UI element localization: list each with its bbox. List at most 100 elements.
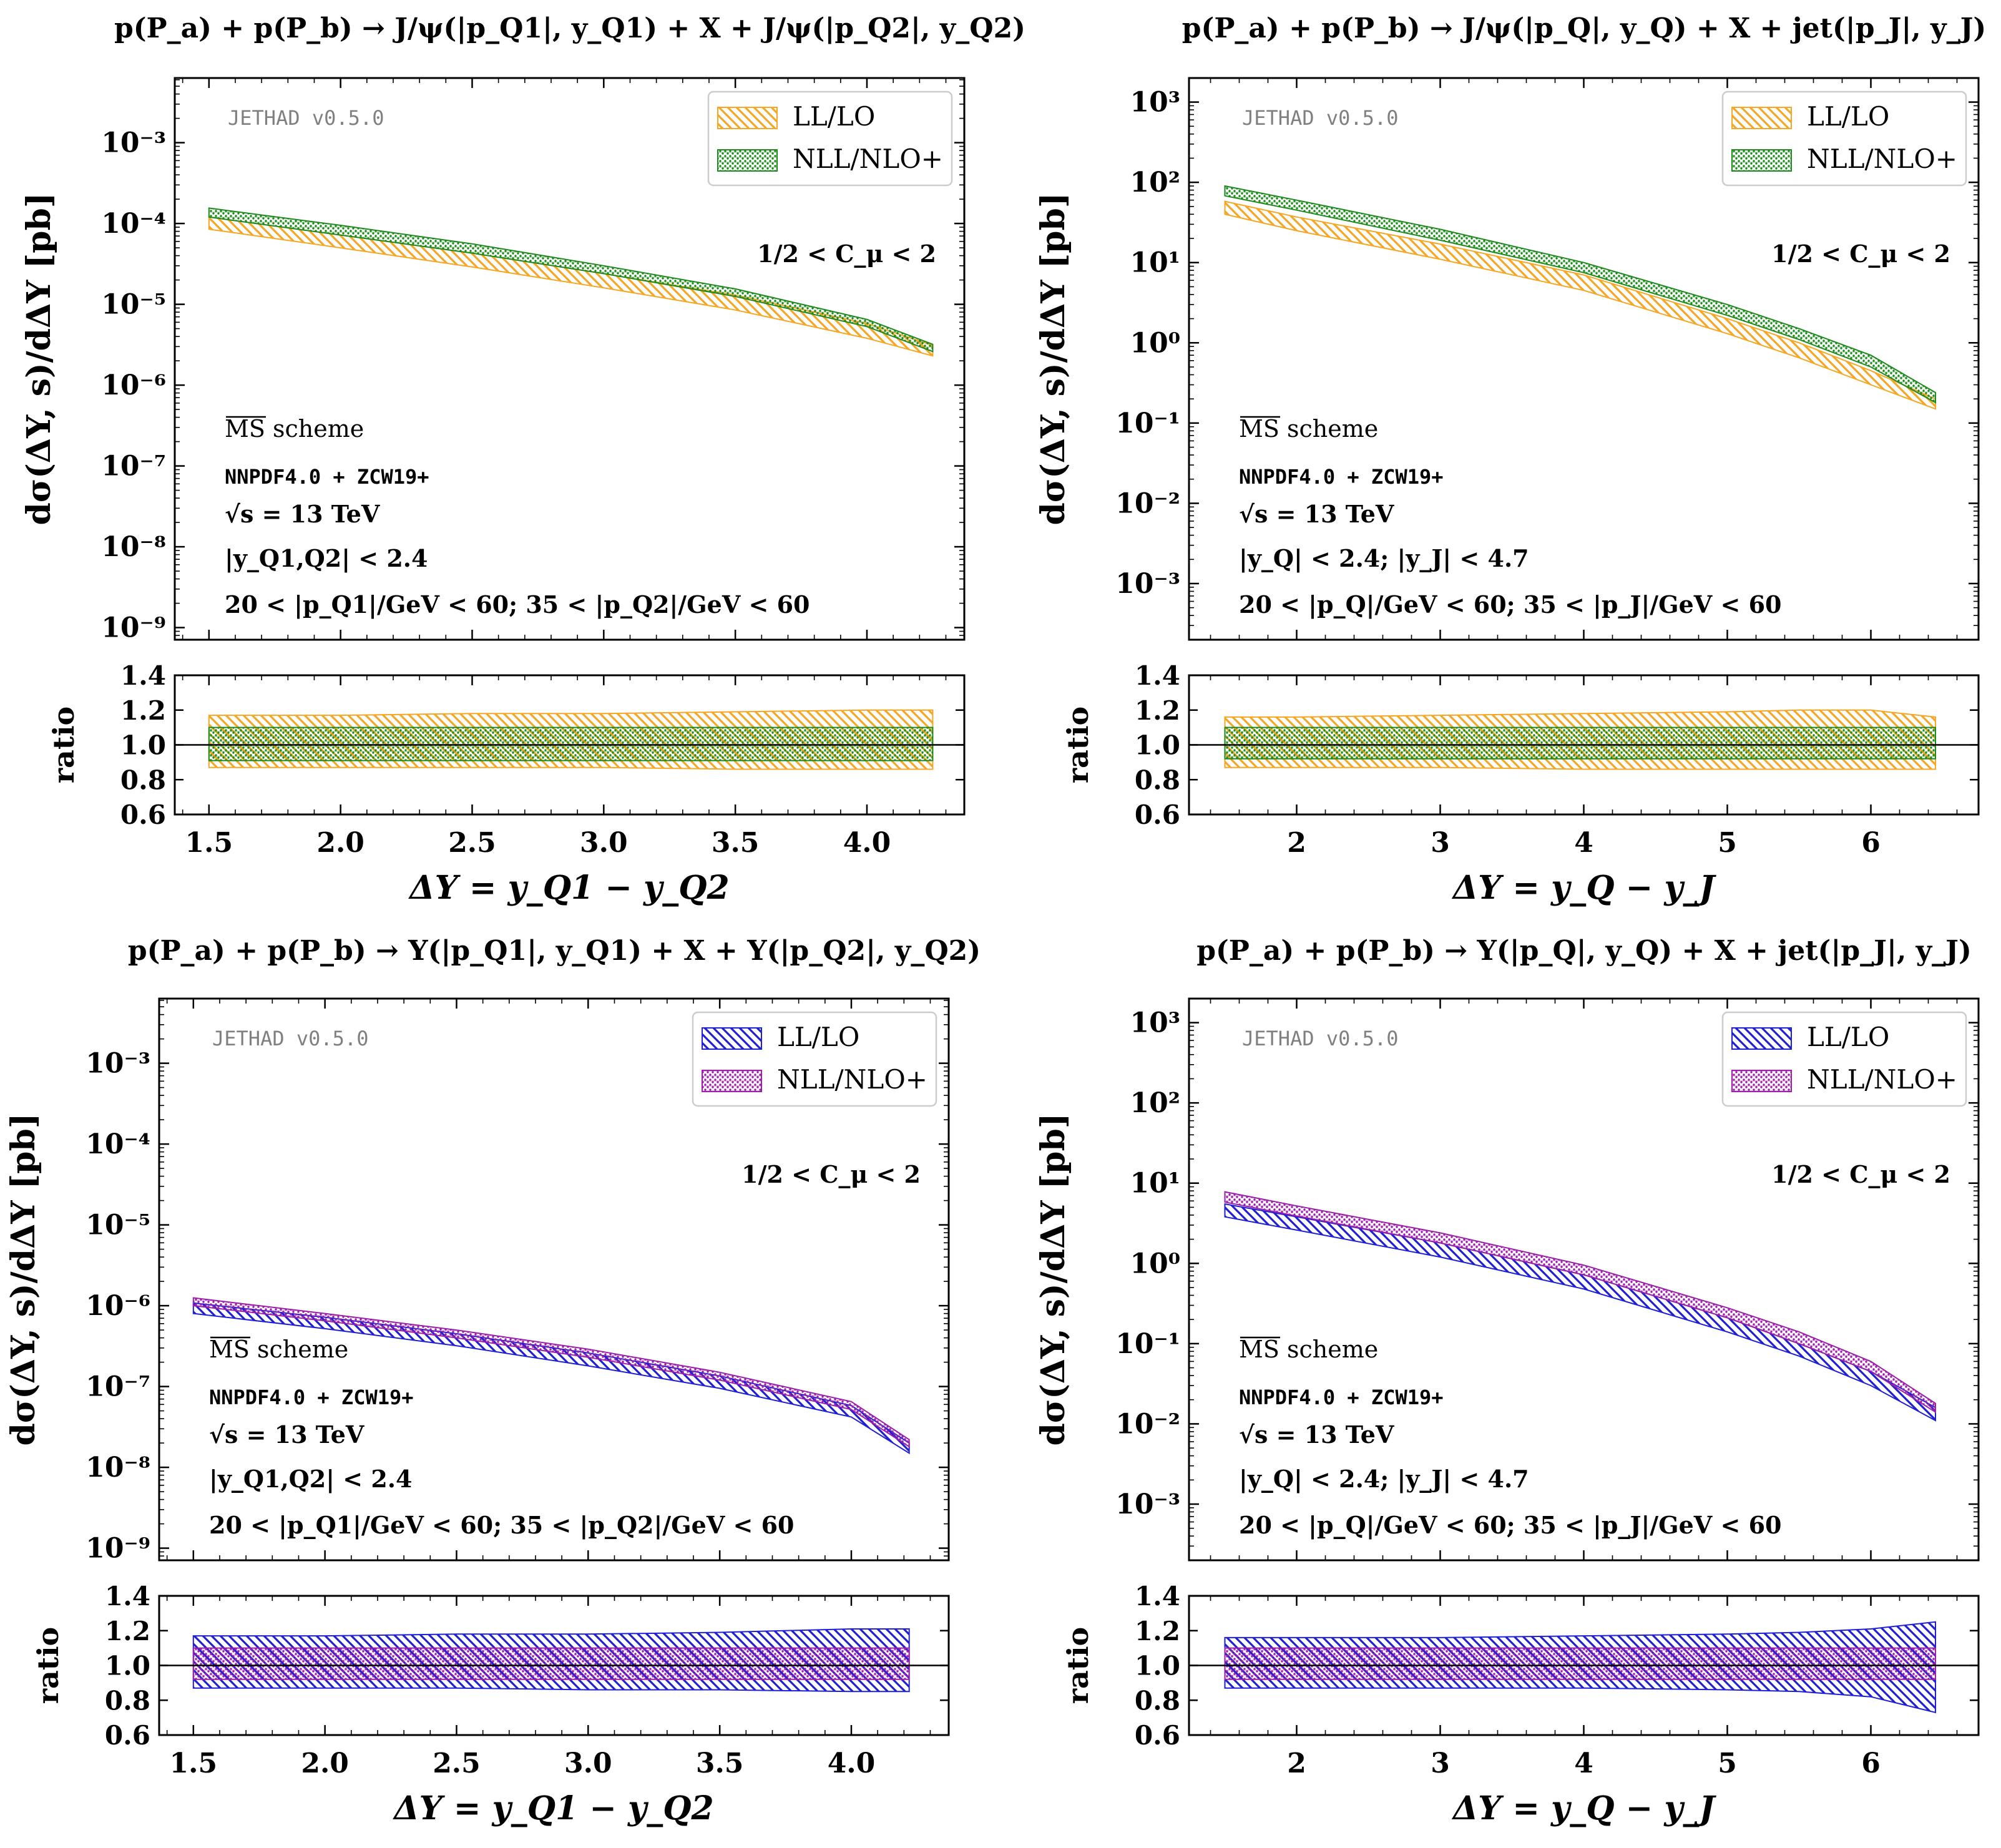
- y-tick-label: 10⁻⁶: [86, 1290, 150, 1322]
- panel-jpsi-dijpsi: p(P_a) + p(P_b) → J/ψ(|p_Q1|, y_Q1) + X …: [20, 12, 1025, 907]
- legend-swatch-nll-nlo: [702, 1070, 762, 1092]
- main-axes-frame: [158, 997, 950, 1562]
- legend-label: LL/LO: [1807, 1022, 1889, 1052]
- ratio-y-tick-label: 0.8: [1135, 1685, 1180, 1716]
- y-tick-label: 10⁻⁴: [86, 1128, 150, 1160]
- y-tick-label: 10⁻⁸: [86, 1452, 150, 1484]
- x-tick-label: 3.0: [564, 1748, 612, 1779]
- band-nll-nlo: [1224, 185, 1936, 404]
- y-tick-label: 10⁰: [1130, 1248, 1180, 1279]
- y-tick-label: 10⁻³: [101, 127, 166, 159]
- info-line: MS scheme: [1239, 1336, 1378, 1363]
- y-axis-label: dσ(ΔY, s)/dΔY [pb]: [4, 1113, 42, 1446]
- legend-label: NLL/NLO+: [793, 144, 943, 174]
- info-line: √s = 13 TeV: [1239, 1420, 1395, 1449]
- x-tick-label: 3: [1431, 1748, 1450, 1779]
- ratio-y-tick-label: 1.4: [120, 660, 166, 691]
- x-tick-label: 4: [1574, 1748, 1593, 1779]
- y-tick-label: 10³: [1130, 1007, 1180, 1039]
- x-tick-label: 2.5: [448, 827, 496, 859]
- ratio-y-tick-label: 1.0: [120, 730, 166, 761]
- x-tick-label: 6: [1861, 1748, 1881, 1779]
- ratio-y-tick-label: 0.6: [120, 799, 166, 830]
- main-axes-frame: [174, 77, 966, 641]
- y-tick-label: 10²: [1130, 167, 1180, 198]
- info-line: MS scheme: [209, 1336, 348, 1363]
- ratio-axis-label: ratio: [1061, 1627, 1095, 1704]
- x-tick-label: 2.0: [316, 827, 364, 859]
- x-axis-label: ΔY = y_Q − y_J: [1451, 1789, 1717, 1827]
- y-axis-label: dσ(ΔY, s)/dΔY [pb]: [20, 193, 58, 526]
- x-tick-label: 2: [1287, 827, 1306, 859]
- y-tick-label: 10⁻²: [1115, 487, 1180, 519]
- band-ll-lo: [1224, 200, 1936, 410]
- legend-label: NLL/NLO+: [1807, 1064, 1957, 1095]
- legend-swatch-nll-nlo: [1731, 1070, 1792, 1092]
- x-tick-label: 3.5: [696, 1748, 744, 1779]
- y-tick-label: 10⁻¹: [1115, 1328, 1180, 1360]
- band-nll-nlo: [192, 1297, 910, 1448]
- ratio-axis-label: ratio: [31, 1627, 65, 1704]
- y-tick-label: 10⁻⁸: [101, 531, 166, 563]
- ratio-y-tick-label: 1.0: [105, 1651, 150, 1681]
- y-axis-label: dσ(ΔY, s)/dΔY [pb]: [1034, 193, 1072, 526]
- y-tick-label: 10⁻⁷: [86, 1371, 150, 1403]
- ratio-band-nll-nlo: [192, 1647, 910, 1680]
- x-tick-label: 2.5: [433, 1748, 481, 1779]
- legend: LL/LO NLL/NLO+: [707, 90, 953, 187]
- chart-title: p(P_a) + p(P_b) → J/ψ(|p_Q|, y_Q) + X + …: [1182, 12, 1986, 44]
- y-tick-label: 10⁻⁹: [101, 612, 166, 644]
- x-tick-label: 1.5: [170, 1748, 218, 1779]
- ratio-band-nll-nlo: [208, 726, 934, 761]
- y-tick-label: 10¹: [1130, 247, 1180, 279]
- info-line: 20 < |p_Q1|/GeV < 60; 35 < |p_Q2|/GeV < …: [209, 1511, 794, 1539]
- ratio-band-nll-nlo: [1224, 726, 1936, 760]
- legend-label: NLL/NLO+: [777, 1064, 927, 1095]
- chart-title: p(P_a) + p(P_b) → J/ψ(|p_Q1|, y_Q1) + X …: [114, 12, 1025, 44]
- x-tick-label: 1.5: [185, 827, 233, 859]
- panel-jpsi-jet: p(P_a) + p(P_b) → J/ψ(|p_Q|, y_Q) + X + …: [1034, 12, 1986, 907]
- x-axis-label: ΔY = y_Q1 − y_Q2: [392, 1789, 713, 1827]
- legend-label: LL/LO: [777, 1022, 859, 1052]
- scale-label: 1/2 < C_μ < 2: [1771, 1160, 1950, 1188]
- info-line: NNPDF4.0 + ZCW19+: [225, 465, 429, 489]
- ratio-y-tick-label: 1.4: [105, 1581, 150, 1611]
- ratio-y-tick-label: 1.2: [105, 1616, 150, 1646]
- legend: LL/LO NLL/NLO+: [1721, 90, 1967, 187]
- scale-label: 1/2 < C_μ < 2: [757, 240, 936, 268]
- legend-swatch-ll-lo: [1731, 1027, 1792, 1050]
- y-tick-label: 10⁻³: [86, 1048, 150, 1080]
- panel-ups-jet: p(P_a) + p(P_b) → Υ(|p_Q|, y_Q) + X + je…: [1034, 935, 1980, 1827]
- legend-swatch-ll-lo: [1731, 107, 1792, 129]
- legend-swatch-ll-lo: [717, 107, 778, 129]
- scale-label: 1/2 < C_μ < 2: [741, 1160, 921, 1188]
- chart-title: p(P_a) + p(P_b) → Υ(|p_Q|, y_Q) + X + je…: [1196, 935, 1972, 967]
- ratio-y-tick-label: 1.2: [1135, 1616, 1180, 1646]
- y-tick-label: 10⁻³: [1115, 568, 1180, 600]
- watermark: JETHAD v0.5.0: [212, 1027, 368, 1050]
- x-tick-label: 2: [1287, 1748, 1306, 1779]
- info-line: MS scheme: [1239, 415, 1378, 442]
- x-tick-label: 5: [1718, 827, 1737, 859]
- ratio-y-tick-label: 0.8: [120, 765, 166, 795]
- y-tick-label: 10¹: [1130, 1168, 1180, 1200]
- x-tick-label: 3.0: [580, 827, 628, 859]
- band-nll-nlo: [1224, 1191, 1936, 1414]
- chart-title: p(P_a) + p(P_b) → Υ(|p_Q1|, y_Q1) + X + …: [128, 935, 981, 967]
- x-tick-label: 3: [1431, 827, 1450, 859]
- watermark: JETHAD v0.5.0: [1242, 1027, 1398, 1050]
- info-line: |y_Q| < 2.4; |y_J| < 4.7: [1239, 1465, 1529, 1493]
- x-tick-label: 3.5: [712, 827, 760, 859]
- y-tick-label: 10⁻¹: [1115, 408, 1180, 439]
- y-tick-label: 10⁰: [1130, 327, 1180, 359]
- x-tick-label: 6: [1861, 827, 1881, 859]
- y-tick-label: 10⁻⁷: [101, 451, 166, 482]
- legend: LL/LO NLL/NLO+: [692, 1011, 937, 1107]
- scale-label: 1/2 < C_μ < 2: [1771, 240, 1950, 268]
- y-tick-label: 10⁻³: [1115, 1489, 1180, 1520]
- info-line: |y_Q1,Q2| < 2.4: [209, 1465, 412, 1493]
- y-tick-label: 10³: [1130, 87, 1180, 119]
- info-line: 20 < |p_Q|/GeV < 60; 35 < |p_J|/GeV < 60: [1239, 1511, 1781, 1539]
- ratio-y-tick-label: 0.8: [1135, 765, 1180, 795]
